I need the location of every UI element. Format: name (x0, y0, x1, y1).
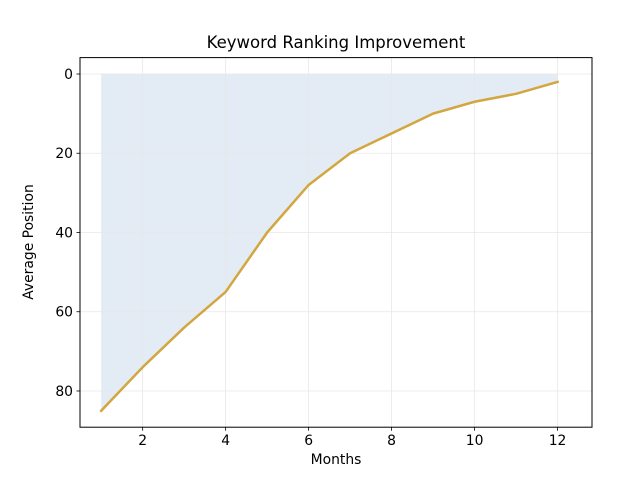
y-tick-label: 0 (64, 67, 73, 83)
area-fill (101, 74, 558, 411)
x-axis-label: Months (310, 452, 362, 468)
y-axis-label: Average Position (21, 184, 37, 300)
x-tick-label: 10 (466, 433, 484, 449)
x-tick-label: 4 (221, 433, 230, 449)
x-tick-label: 8 (387, 433, 396, 449)
y-tick-label: 20 (55, 146, 73, 162)
x-tick-label: 6 (304, 433, 313, 449)
y-tick-label: 60 (55, 305, 73, 321)
x-tick-label: 12 (549, 433, 567, 449)
y-tick-label: 40 (55, 225, 73, 241)
axes-frame (79, 57, 593, 428)
chart-title: Keyword Ranking Improvement (206, 33, 466, 52)
y-tick-label: 80 (55, 384, 73, 400)
ranking-line (99, 80, 560, 413)
x-tick-label: 2 (138, 433, 147, 449)
